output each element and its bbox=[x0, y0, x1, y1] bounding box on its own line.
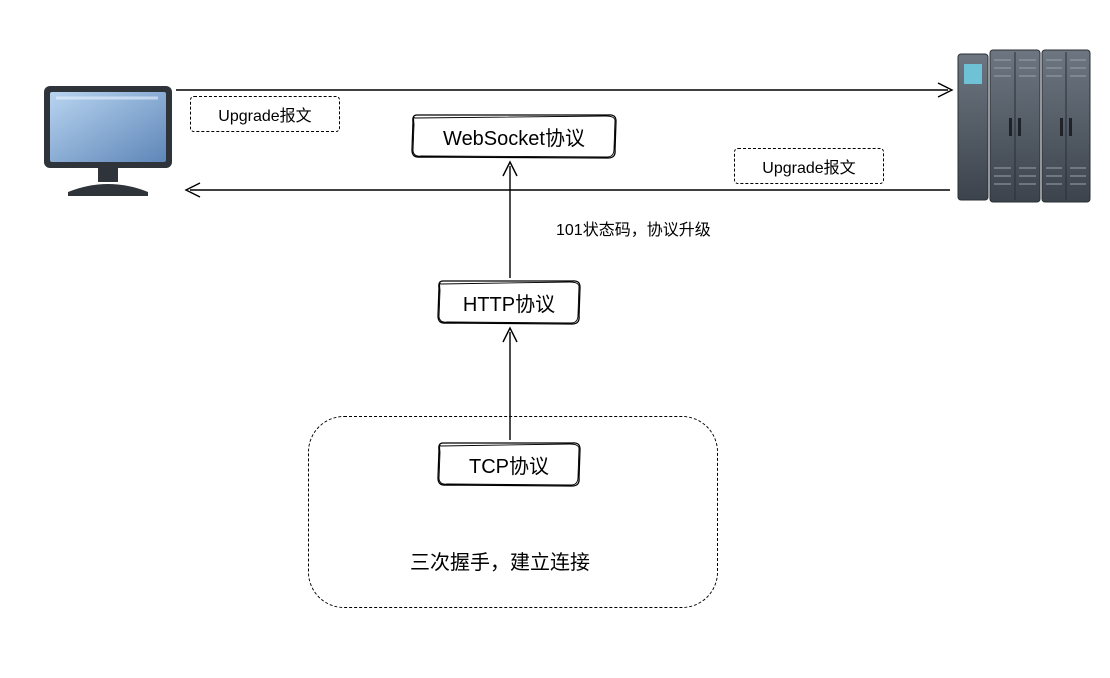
server-rack-icon bbox=[956, 48, 1092, 206]
arrow-http-to-websocket bbox=[503, 162, 517, 278]
websocket-protocol-label: WebSocket协议 bbox=[443, 122, 585, 151]
http-protocol-box: HTTP协议 bbox=[436, 278, 582, 326]
tcp-handshake-caption: 三次握手，建立连接 bbox=[410, 546, 590, 575]
websocket-protocol-box: WebSocket协议 bbox=[410, 112, 618, 160]
arrow-server-to-client bbox=[186, 183, 950, 197]
upgrade-label-left-text: Upgrade报文 bbox=[218, 102, 311, 126]
arrow-client-to-server bbox=[176, 83, 952, 97]
status-code-annotation: 101状态码，协议升级 bbox=[556, 216, 711, 240]
tcp-protocol-label: TCP协议 bbox=[469, 450, 549, 479]
tcp-protocol-box: TCP协议 bbox=[436, 440, 582, 488]
upgrade-label-left: Upgrade报文 bbox=[190, 96, 340, 132]
upgrade-label-right: Upgrade报文 bbox=[734, 148, 884, 184]
diagram-stage: WebSocket协议 HTTP协议 TCP协议 Upgrade报文 Upgra… bbox=[0, 0, 1110, 678]
upgrade-label-right-text: Upgrade报文 bbox=[762, 154, 855, 178]
http-protocol-label: HTTP协议 bbox=[463, 288, 555, 317]
client-monitor-icon bbox=[38, 80, 178, 200]
